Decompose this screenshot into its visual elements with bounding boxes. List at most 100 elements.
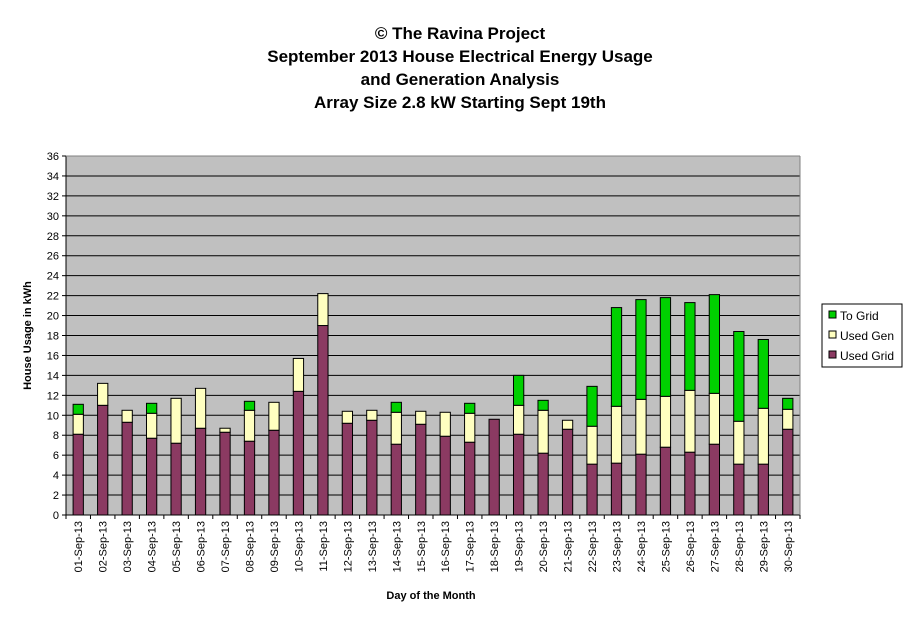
bar-segment-used-grid	[512, 433, 525, 516]
y-tick-label: 10	[47, 410, 59, 422]
bar-segment-used-gen	[708, 392, 721, 445]
bar-segment-used-gen	[97, 382, 109, 406]
title-line: Array Size 2.8 kW Starting Sept 19th	[314, 93, 606, 112]
bar-segment-used-gen	[219, 427, 231, 433]
bar-segment-used-gen	[243, 409, 256, 442]
bar-segment-to-grid	[708, 294, 721, 394]
bar-segment-used-gen	[782, 408, 794, 430]
x-tick-label: 17-Sep-13	[465, 521, 477, 572]
y-tick-label: 34	[47, 171, 59, 183]
x-tick-label: 04-Sep-13	[147, 521, 159, 572]
legend: To Grid Used Gen Used Grid	[821, 303, 903, 368]
bar-segment-used-grid	[341, 422, 354, 516]
bar-segment-to-grid	[610, 307, 623, 407]
y-tick-label: 2	[53, 490, 59, 502]
x-tick-label: 03-Sep-13	[122, 521, 134, 572]
y-tick-label: 4	[53, 470, 59, 482]
y-tick-label: 8	[53, 430, 59, 442]
bar-segment-to-grid	[390, 401, 402, 413]
x-tick-label: 15-Sep-13	[416, 521, 428, 572]
bar-segment-used-grid	[733, 463, 745, 516]
bar-segment-used-gen	[292, 357, 305, 392]
y-tick-label: 20	[47, 311, 59, 323]
bar-segment-used-grid	[121, 421, 133, 516]
x-tick-label: 11-Sep-13	[318, 521, 330, 572]
x-tick-label: 12-Sep-13	[342, 521, 354, 572]
bars	[72, 293, 794, 516]
bar-segment-used-grid	[194, 427, 207, 516]
bar-segment-to-grid	[464, 402, 476, 414]
x-axis-label: Day of the Month	[386, 590, 475, 602]
bar-segment-used-grid	[464, 441, 476, 516]
legend-label: To Grid	[840, 309, 879, 323]
x-tick-label: 26-Sep-13	[685, 521, 697, 572]
x-tick-label: 09-Sep-13	[269, 521, 281, 572]
y-tick-label: 16	[47, 350, 59, 362]
bar-segment-used-grid	[586, 463, 598, 516]
bar-segment-used-gen	[121, 409, 133, 423]
bar-segment-used-gen	[72, 413, 84, 435]
title-line: © The Ravina Project	[375, 24, 546, 43]
x-tick-label: 14-Sep-13	[391, 521, 403, 572]
x-tick-label: 20-Sep-13	[538, 521, 550, 572]
bar-segment-used-gen	[659, 395, 672, 448]
bar-segment-used-gen	[341, 410, 354, 424]
x-tick-label: 10-Sep-13	[293, 521, 305, 572]
x-tick-label: 02-Sep-13	[98, 521, 110, 572]
y-tick-label: 32	[47, 191, 59, 203]
bar-segment-to-grid	[145, 402, 158, 414]
bar-segment-used-grid	[219, 431, 231, 516]
bar-segment-to-grid	[659, 297, 672, 397]
bar-segment-to-grid	[243, 400, 256, 411]
bar-segment-used-gen	[439, 411, 451, 437]
x-tick-labels: 01-Sep-13 02-Sep-13 03-Sep-13 04-Sep-13 05-S…	[65, 515, 801, 572]
bar-segment-used-gen	[464, 412, 476, 443]
bar-segment-to-grid	[586, 385, 598, 427]
x-tick-label: 29-Sep-13	[758, 521, 770, 572]
bar-segment-used-gen	[586, 425, 598, 465]
chart-title: © The Ravina Project September 2013 House…	[267, 24, 653, 112]
bar-segment-used-gen	[317, 293, 329, 327]
bar-segment-used-grid	[537, 452, 549, 516]
legend-label: Used Gen	[840, 329, 894, 343]
bar-segment-used-gen	[194, 387, 207, 429]
bar-segment-used-grid	[366, 419, 378, 516]
y-tick-label: 12	[47, 390, 59, 402]
bar-segment-used-gen	[415, 410, 427, 425]
x-tick-label: 16-Sep-13	[440, 521, 452, 572]
y-tick-label: 30	[47, 211, 59, 223]
bar-segment-used-gen	[512, 404, 525, 435]
bar-segment-used-grid	[659, 446, 672, 516]
bar-segment-used-grid	[243, 440, 256, 516]
bar-segment-to-grid	[684, 302, 696, 391]
x-tick-label: 06-Sep-13	[196, 521, 208, 572]
bar-segment-used-grid	[610, 462, 623, 516]
bar-segment-to-grid	[537, 399, 549, 411]
x-tick-label: 19-Sep-13	[514, 521, 526, 572]
x-tick-label: 30-Sep-13	[783, 521, 795, 572]
x-tick-label: 07-Sep-13	[220, 521, 232, 572]
bar-segment-used-grid	[268, 429, 280, 516]
title-line: and Generation Analysis	[361, 70, 560, 89]
x-tick-label: 27-Sep-13	[709, 521, 721, 572]
y-axis-label: House Usage in kWh	[22, 281, 34, 390]
x-tick-label: 28-Sep-13	[734, 521, 746, 572]
x-tick-label: 13-Sep-13	[367, 521, 379, 572]
bar-segment-used-grid	[439, 435, 451, 516]
bar-segment-used-gen	[684, 389, 696, 453]
x-tick-label: 21-Sep-13	[563, 521, 575, 572]
bar-segment-used-grid	[97, 404, 109, 516]
x-tick-label: 22-Sep-13	[587, 521, 599, 572]
bar-segment-to-grid	[512, 374, 525, 406]
bar-segment-used-grid	[170, 442, 182, 516]
bar-segment-used-gen	[390, 411, 402, 445]
y-tick-label: 14	[47, 370, 59, 382]
y-tick-label: 26	[47, 251, 59, 263]
bar-segment-used-grid	[390, 443, 402, 516]
bar-segment-used-grid	[488, 418, 500, 516]
bar-segment-to-grid	[635, 299, 647, 400]
x-tick-label: 05-Sep-13	[171, 521, 183, 572]
bar-segment-used-gen	[733, 420, 745, 465]
bar-segment-used-grid	[684, 451, 696, 516]
